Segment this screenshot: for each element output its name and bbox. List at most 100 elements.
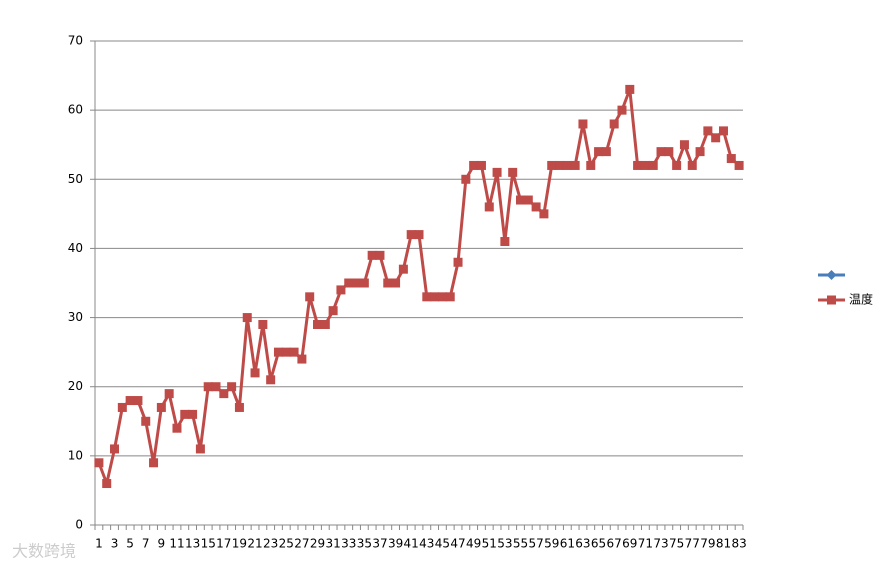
data-point (461, 174, 471, 184)
data-point (164, 389, 174, 399)
x-tick-label: 9 (158, 537, 166, 551)
data-point (430, 292, 440, 302)
data-point (305, 292, 315, 302)
data-point (523, 195, 533, 205)
data-point (555, 160, 565, 170)
data-point (352, 278, 362, 288)
data-point (172, 423, 182, 433)
data-point (203, 382, 213, 392)
watermark: 大数跨境 (12, 542, 76, 561)
x-tick-label: 71 (638, 537, 653, 551)
data-point (359, 278, 369, 288)
x-tick-label: 7 (142, 537, 150, 551)
data-point (344, 278, 354, 288)
data-point (617, 105, 627, 115)
data-point (726, 154, 736, 164)
data-point (500, 237, 510, 247)
data-point (531, 202, 541, 212)
data-point (398, 264, 408, 274)
x-tick-label: 43 (419, 537, 434, 551)
data-point (289, 347, 299, 357)
data-point (110, 444, 120, 454)
legend-marker (826, 270, 837, 280)
data-point (453, 257, 463, 267)
x-tick-label: 37 (372, 537, 387, 551)
x-tick-label: 23 (263, 537, 278, 551)
data-point (445, 292, 455, 302)
x-tick-label: 69 (622, 537, 637, 551)
data-point (258, 319, 268, 329)
data-point (648, 160, 658, 170)
y-tick-label: 10 (68, 448, 83, 462)
data-point (273, 347, 283, 357)
x-tick-label: 67 (607, 537, 622, 551)
data-point (633, 160, 643, 170)
x-tick-label: 65 (591, 537, 606, 551)
x-tick-label: 45 (435, 537, 450, 551)
data-point (133, 396, 143, 406)
data-point (125, 396, 135, 406)
data-point (141, 416, 151, 426)
data-point (570, 160, 580, 170)
data-point (391, 278, 401, 288)
x-tick-label: 11 (169, 537, 184, 551)
data-point (469, 160, 479, 170)
x-tick-label: 35 (357, 537, 372, 551)
data-point (211, 382, 221, 392)
x-tick-label: 25 (279, 537, 294, 551)
data-point (492, 167, 502, 177)
data-point (594, 147, 604, 157)
data-point (328, 306, 338, 316)
data-point (180, 409, 190, 419)
data-point (656, 147, 666, 157)
y-tick-label: 70 (68, 34, 83, 48)
data-point (578, 119, 588, 129)
data-point (406, 230, 416, 240)
data-point (227, 382, 237, 392)
data-point (336, 285, 346, 295)
data-point (242, 313, 252, 323)
x-tick-label: 53 (497, 537, 512, 551)
data-point (609, 119, 619, 129)
x-tick-label: 77 (685, 537, 700, 551)
data-point (156, 402, 166, 412)
x-tick-label: 49 (466, 537, 481, 551)
data-point (547, 160, 557, 170)
x-tick-label: 15 (201, 537, 216, 551)
data-point (687, 160, 697, 170)
x-tick-label: 17 (216, 537, 231, 551)
data-point (437, 292, 447, 302)
data-point (515, 195, 525, 205)
data-point (375, 250, 385, 260)
y-tick-label: 20 (68, 379, 83, 393)
x-tick-label: 1 (95, 537, 103, 551)
x-tick-label: 13 (185, 537, 200, 551)
data-point (367, 250, 377, 260)
x-tick-label: 39 (388, 537, 403, 551)
data-point (672, 160, 682, 170)
x-tick-label: 83 (731, 537, 746, 551)
x-tick-label: 3 (111, 537, 119, 551)
data-point (149, 458, 159, 468)
data-point (94, 458, 104, 468)
data-point (703, 126, 713, 136)
x-tick-label: 29 (310, 537, 325, 551)
data-point (188, 409, 198, 419)
data-point (195, 444, 205, 454)
data-point (539, 209, 549, 219)
legend-marker (827, 295, 836, 305)
y-tick-label: 40 (68, 241, 83, 255)
x-tick-label: 59 (544, 537, 559, 551)
x-tick-label: 31 (325, 537, 340, 551)
data-point (414, 230, 424, 240)
data-point (484, 202, 494, 212)
data-point (664, 147, 674, 157)
x-tick-label: 47 (450, 537, 465, 551)
x-tick-label: 41 (404, 537, 419, 551)
data-point (281, 347, 291, 357)
data-point (562, 160, 572, 170)
x-tick-label: 21 (247, 537, 262, 551)
x-tick-label: 61 (560, 537, 575, 551)
x-tick-label: 79 (700, 537, 715, 551)
